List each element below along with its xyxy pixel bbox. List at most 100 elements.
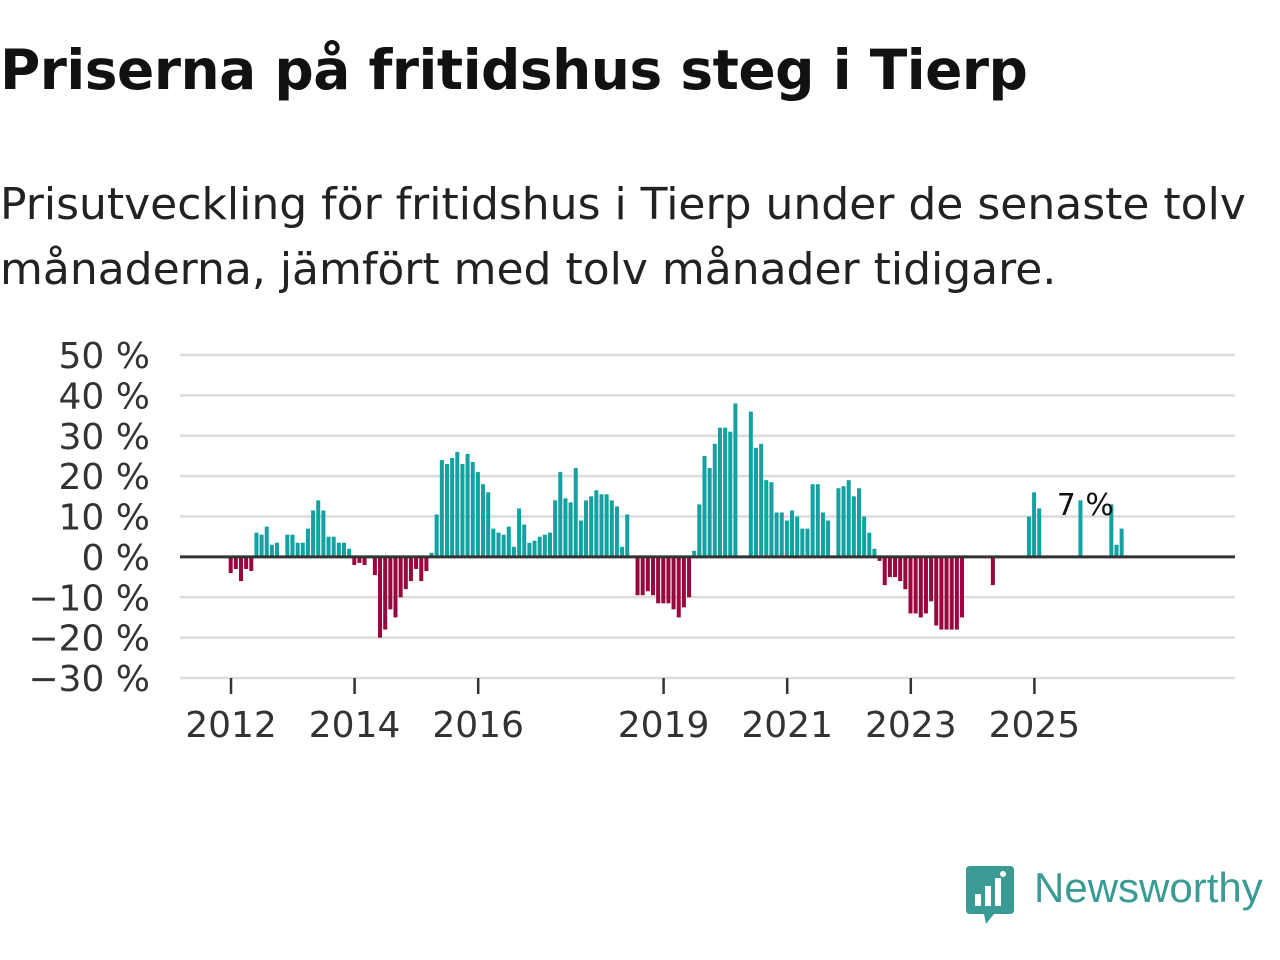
bar	[347, 548, 352, 557]
bar	[321, 510, 326, 557]
bar	[522, 524, 527, 557]
bar	[656, 556, 661, 604]
bar	[826, 520, 831, 557]
x-tick-label: 2016	[432, 705, 524, 746]
annotation-label: 7 %	[1057, 488, 1114, 523]
bar	[403, 556, 408, 590]
bar	[1032, 492, 1037, 557]
bar	[954, 556, 959, 630]
x-tick-label: 2025	[989, 705, 1081, 746]
bar	[908, 556, 913, 614]
bar	[903, 556, 908, 590]
y-tick-label: −30 %	[28, 659, 150, 700]
y-tick-label: 10 %	[59, 498, 150, 539]
bar	[506, 526, 511, 557]
y-tick-label: 20 %	[59, 457, 150, 498]
bar-chart: 50 %40 %30 %20 %10 %0 %−10 %−20 %−30 % 20…	[28, 336, 1235, 746]
bar	[532, 540, 537, 557]
bar	[393, 556, 398, 618]
bar	[748, 411, 753, 557]
bar	[357, 556, 362, 563]
bar	[944, 556, 949, 630]
bar	[712, 443, 717, 557]
bar	[913, 556, 918, 614]
bar	[228, 556, 233, 574]
bar	[759, 443, 764, 557]
bar	[604, 494, 609, 557]
x-tick-label: 2012	[185, 705, 277, 746]
bar	[959, 556, 964, 618]
bar	[784, 520, 789, 557]
bar	[434, 514, 439, 557]
bar	[661, 556, 666, 604]
bar	[578, 520, 583, 557]
bar	[501, 534, 506, 557]
bar	[259, 534, 264, 557]
bar	[372, 556, 377, 576]
bar	[723, 427, 728, 557]
bar	[882, 556, 887, 586]
bar	[1109, 504, 1114, 557]
bar	[769, 482, 774, 557]
bar	[753, 447, 758, 557]
bar	[836, 488, 841, 557]
bar	[851, 496, 856, 557]
bar	[496, 532, 501, 557]
chart-subtitle: Prisutveckling för fritidshus i Tierp un…	[0, 179, 1246, 295]
bar	[1037, 508, 1042, 557]
bar	[563, 498, 568, 557]
bar	[331, 536, 336, 557]
y-tick-label: −10 %	[28, 578, 150, 619]
bar	[444, 464, 449, 557]
bar	[460, 464, 465, 557]
bar	[687, 556, 692, 598]
bar	[929, 556, 934, 602]
bar	[470, 461, 475, 557]
bar	[779, 512, 784, 557]
bar	[635, 556, 640, 596]
x-tick-label: 2019	[618, 705, 710, 746]
bar	[378, 556, 383, 638]
bar	[681, 556, 686, 608]
y-tick-label: 50 %	[59, 336, 150, 377]
bar	[810, 484, 815, 557]
bar	[1078, 500, 1083, 557]
bar	[918, 556, 923, 618]
bar	[676, 556, 681, 618]
bar	[568, 502, 573, 557]
bar	[408, 556, 413, 582]
bar	[491, 528, 496, 557]
bar	[465, 453, 470, 557]
bar	[424, 556, 429, 572]
y-tick-label: −20 %	[28, 619, 150, 660]
bar	[841, 486, 846, 557]
bar	[475, 472, 480, 557]
bar	[486, 492, 491, 557]
bar	[820, 512, 825, 557]
bar	[990, 556, 995, 586]
bar	[872, 548, 877, 557]
bar	[511, 546, 516, 557]
bar	[707, 468, 712, 557]
bar	[594, 490, 599, 557]
y-tick-label: 30 %	[59, 417, 150, 458]
bar	[450, 457, 455, 557]
bar	[295, 542, 300, 557]
bar	[640, 556, 645, 596]
bar	[733, 403, 738, 557]
bar	[805, 528, 810, 557]
bar	[388, 556, 393, 610]
bar	[275, 542, 280, 557]
bar	[326, 536, 331, 557]
bar	[815, 484, 820, 557]
chart-title: Priserna på fritidshus steg i Tierp	[0, 38, 1028, 102]
bar	[537, 536, 542, 557]
bar	[439, 459, 444, 557]
bar	[614, 506, 619, 557]
bar	[856, 488, 861, 557]
gridlines	[180, 353, 1235, 680]
bar	[429, 552, 434, 557]
bar	[269, 544, 274, 557]
bar	[414, 556, 419, 569]
bar	[625, 514, 630, 557]
